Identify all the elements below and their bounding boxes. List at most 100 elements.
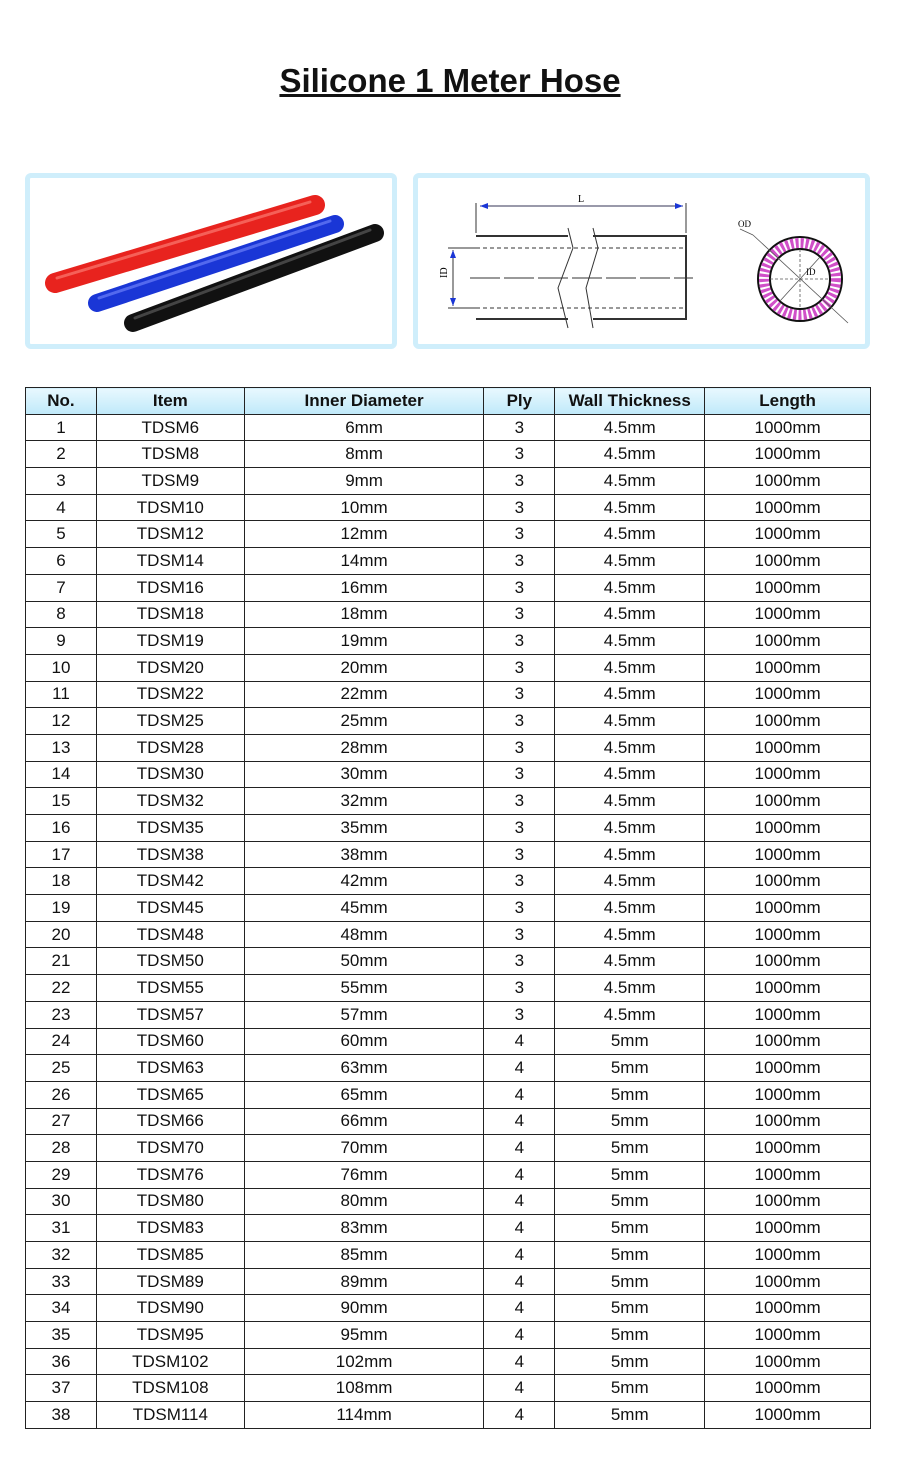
table-row: 34 TDSM90 90mm 4 5mm 1000mm xyxy=(25,1294,871,1323)
cell-ply: 3 xyxy=(483,894,556,922)
cell-item: TDSM28 xyxy=(95,733,245,762)
cell-length: 1000mm xyxy=(704,1267,871,1296)
cell-no: 4 xyxy=(25,493,97,522)
cell-wall-thickness: 4.5mm xyxy=(554,547,706,575)
cell-item: TDSM57 xyxy=(95,1000,245,1029)
cell-item: TDSM20 xyxy=(95,653,245,682)
cell-length: 1000mm xyxy=(704,1401,871,1429)
cell-length: 1000mm xyxy=(704,1214,871,1242)
cell-no: 35 xyxy=(25,1321,97,1349)
cell-ply: 4 xyxy=(483,1054,556,1082)
cell-wall-thickness: 5mm xyxy=(554,1214,706,1242)
column-header-ply: Ply xyxy=(483,387,556,415)
cell-length: 1000mm xyxy=(704,440,871,469)
cell-no: 2 xyxy=(25,440,97,469)
cell-item: TDSM8 xyxy=(95,440,245,469)
cell-item: TDSM32 xyxy=(95,787,245,815)
cell-length: 1000mm xyxy=(704,627,871,655)
cell-ply: 4 xyxy=(483,1294,556,1323)
column-header-wall-thickness: Wall Thickness xyxy=(554,387,706,415)
cell-wall-thickness: 4.5mm xyxy=(554,733,706,762)
cell-ply: 3 xyxy=(483,733,556,762)
cell-wall-thickness: 4.5mm xyxy=(554,600,706,629)
cell-item: TDSM25 xyxy=(95,707,245,735)
cell-ply: 3 xyxy=(483,680,556,709)
cell-item: TDSM65 xyxy=(95,1080,245,1109)
cell-item: TDSM19 xyxy=(95,627,245,655)
cell-length: 1000mm xyxy=(704,467,871,495)
cell-length: 1000mm xyxy=(704,787,871,815)
cell-no: 1 xyxy=(25,413,97,442)
cell-inner-diameter: 28mm xyxy=(243,733,485,762)
table-row: 22 TDSM55 55mm 3 4.5mm 1000mm xyxy=(25,974,871,1002)
cell-no: 38 xyxy=(25,1401,97,1429)
cell-no: 22 xyxy=(25,974,97,1002)
cell-no: 31 xyxy=(25,1214,97,1242)
cell-wall-thickness: 5mm xyxy=(554,1027,706,1056)
cell-wall-thickness: 4.5mm xyxy=(554,573,706,602)
table-row: 38 TDSM114 114mm 4 5mm 1000mm xyxy=(25,1401,871,1429)
cell-ply: 3 xyxy=(483,840,556,869)
table-row: 35 TDSM95 95mm 4 5mm 1000mm xyxy=(25,1321,871,1349)
table-row: 7 TDSM16 16mm 3 4.5mm 1000mm xyxy=(25,573,871,602)
cell-no: 34 xyxy=(25,1294,97,1323)
cell-length: 1000mm xyxy=(704,600,871,629)
cell-length: 1000mm xyxy=(704,1347,871,1376)
cell-item: TDSM95 xyxy=(95,1321,245,1349)
cell-item: TDSM60 xyxy=(95,1027,245,1056)
cell-inner-diameter: 10mm xyxy=(243,493,485,522)
cell-ply: 3 xyxy=(483,493,556,522)
cell-no: 13 xyxy=(25,733,97,762)
cell-wall-thickness: 5mm xyxy=(554,1374,706,1403)
cell-inner-diameter: 66mm xyxy=(243,1107,485,1136)
cell-ply: 3 xyxy=(483,787,556,815)
red-hose xyxy=(45,195,325,293)
cell-ply: 4 xyxy=(483,1321,556,1349)
cell-ply: 4 xyxy=(483,1267,556,1296)
cell-length: 1000mm xyxy=(704,707,871,735)
table-row: 33 TDSM89 89mm 4 5mm 1000mm xyxy=(25,1267,871,1296)
cell-item: TDSM6 xyxy=(95,413,245,442)
table-row: 4 TDSM10 10mm 3 4.5mm 1000mm xyxy=(25,493,871,522)
column-header-no: No. xyxy=(25,387,97,415)
cell-length: 1000mm xyxy=(704,947,871,976)
cell-no: 25 xyxy=(25,1054,97,1082)
cell-item: TDSM45 xyxy=(95,894,245,922)
cell-item: TDSM80 xyxy=(95,1187,245,1216)
cell-wall-thickness: 4.5mm xyxy=(554,760,706,789)
cell-no: 3 xyxy=(25,467,97,495)
cell-item: TDSM22 xyxy=(95,680,245,709)
cell-length: 1000mm xyxy=(704,653,871,682)
cell-no: 29 xyxy=(25,1160,97,1189)
cell-inner-diameter: 14mm xyxy=(243,547,485,575)
cell-ply: 4 xyxy=(483,1401,556,1429)
cell-length: 1000mm xyxy=(704,493,871,522)
cell-inner-diameter: 35mm xyxy=(243,814,485,842)
cell-wall-thickness: 4.5mm xyxy=(554,894,706,922)
table-row: 20 TDSM48 48mm 3 4.5mm 1000mm xyxy=(25,920,871,949)
dimension-diagram-panel: L ID OD ID xyxy=(413,173,870,349)
cell-item: TDSM89 xyxy=(95,1267,245,1296)
cell-no: 9 xyxy=(25,627,97,655)
table-row: 31 TDSM83 83mm 4 5mm 1000mm xyxy=(25,1214,871,1242)
cell-wall-thickness: 4.5mm xyxy=(554,947,706,976)
cell-length: 1000mm xyxy=(704,920,871,949)
cell-ply: 3 xyxy=(483,974,556,1002)
cell-inner-diameter: 70mm xyxy=(243,1134,485,1162)
cell-length: 1000mm xyxy=(704,1027,871,1056)
cell-no: 7 xyxy=(25,573,97,602)
table-header-row: No. Item Inner Diameter Ply Wall Thickness Le… xyxy=(25,387,871,415)
cell-wall-thickness: 4.5mm xyxy=(554,493,706,522)
cell-item: TDSM16 xyxy=(95,573,245,602)
table-row: 15 TDSM32 32mm 3 4.5mm 1000mm xyxy=(25,787,871,815)
cell-inner-diameter: 32mm xyxy=(243,787,485,815)
table-row: 18 TDSM42 42mm 3 4.5mm 1000mm xyxy=(25,867,871,896)
table-row: 11 TDSM22 22mm 3 4.5mm 1000mm xyxy=(25,680,871,709)
cell-ply: 4 xyxy=(483,1374,556,1403)
cell-length: 1000mm xyxy=(704,520,871,549)
cell-inner-diameter: 9mm xyxy=(243,467,485,495)
table-row: 12 TDSM25 25mm 3 4.5mm 1000mm xyxy=(25,707,871,735)
cell-ply: 4 xyxy=(483,1027,556,1056)
cell-ply: 3 xyxy=(483,867,556,896)
